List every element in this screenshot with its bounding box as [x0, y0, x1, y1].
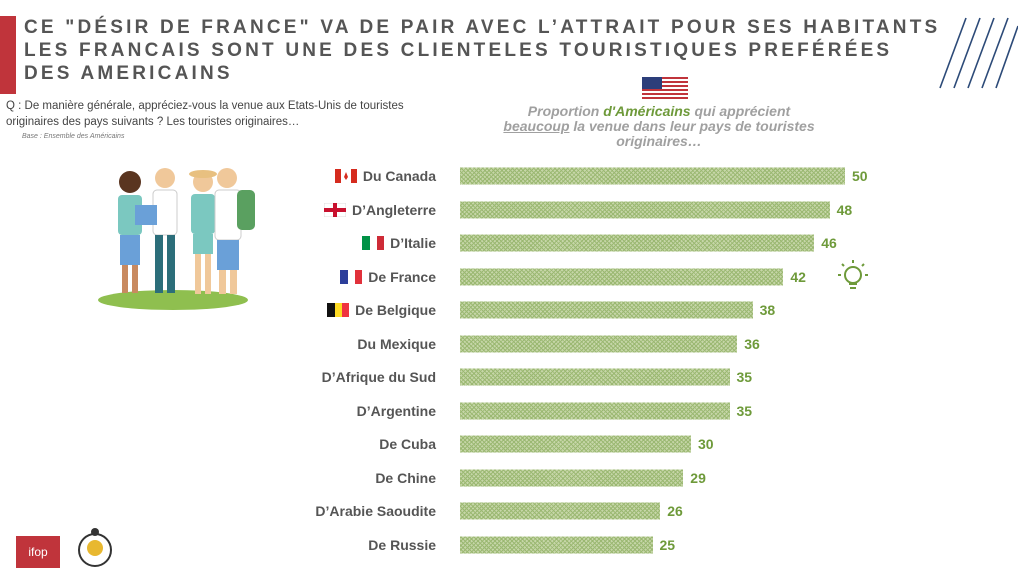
data-label: 35 — [736, 402, 753, 419]
category-text: Du Mexique — [357, 335, 436, 352]
data-label: 30 — [698, 436, 714, 452]
category-text: D’Italie — [390, 235, 436, 251]
france-flag-icon — [340, 269, 363, 284]
bar — [460, 469, 684, 486]
partner-logo — [78, 528, 112, 567]
ifop-logo: ifop — [16, 536, 60, 568]
category-label: D’Afrique du Sud — [322, 369, 436, 385]
data-label: 25 — [659, 536, 676, 553]
category-text: De France — [368, 268, 436, 285]
title-line-2: LES FRANCAIS SONT UNE DES CLIENTELES TOU… — [24, 40, 893, 61]
category-text: De Russie — [368, 536, 436, 553]
data-label: 35 — [736, 369, 753, 385]
belgium-flag-icon — [327, 303, 350, 317]
bar — [460, 502, 661, 520]
category-text: D’Argentine — [356, 402, 436, 419]
bar — [460, 368, 730, 386]
decorative-slashes-icon — [939, 17, 1018, 89]
bar — [460, 268, 784, 285]
category-label: D’Italie — [362, 235, 436, 251]
page-title: CE "DÉSIR DE FRANCE" VA DE PAIR AVEC L’A… — [24, 16, 940, 85]
accent-bar — [0, 16, 16, 94]
category-label: De Belgique — [327, 302, 436, 318]
category-text: D’Arabie Saoudite — [315, 503, 436, 519]
italy-flag-icon — [362, 236, 385, 250]
bar — [460, 536, 653, 553]
us-flag-icon — [642, 77, 688, 101]
lightbulb-icon — [838, 260, 868, 289]
category-label: D’Angleterre — [323, 201, 436, 218]
data-label: 26 — [667, 503, 683, 519]
question-text: Q : De manière générale, appréciez-vous … — [6, 100, 404, 128]
category-text: Du Canada — [362, 168, 436, 184]
category-label: Du Mexique — [357, 336, 436, 352]
bar — [460, 335, 738, 352]
category-text: D’Afrique du Sud — [321, 369, 436, 385]
bar — [460, 301, 753, 319]
data-label: 46 — [821, 235, 837, 251]
title-line-1: CE "DÉSIR DE FRANCE" VA DE PAIR AVEC L’A… — [24, 17, 941, 38]
category-label: De Russie — [368, 537, 436, 553]
category-text: De Cuba — [379, 436, 436, 452]
title-line-3: DES AMERICAINS — [24, 63, 233, 84]
data-label: 48 — [836, 201, 853, 218]
bar — [460, 234, 815, 252]
category-label: D’Arabie Saoudite — [315, 503, 436, 519]
category-label: De Chine — [375, 470, 436, 486]
bar — [460, 402, 730, 419]
category-label: Du Canada — [334, 168, 436, 184]
category-text: D’Angleterre — [351, 201, 436, 218]
bar — [460, 167, 845, 185]
category-label: De Cuba — [379, 436, 436, 452]
england-flag-icon — [323, 202, 346, 217]
category-label: De France — [340, 269, 436, 285]
category-text: De Chine — [375, 469, 436, 486]
category-label: D’Argentine — [357, 403, 436, 419]
data-label: 29 — [690, 469, 706, 486]
data-label: 42 — [790, 268, 806, 285]
base-note: Base : Ensemble des Américains — [22, 133, 125, 140]
data-label: 50 — [852, 168, 868, 184]
category-text: De Belgique — [355, 302, 436, 318]
chart-subtitle: Proportion d'Américains qui apprécient b… — [503, 103, 815, 149]
data-label: 38 — [759, 302, 776, 318]
tourists-illustration — [98, 168, 255, 310]
canada-flag-icon — [334, 169, 357, 183]
bar — [460, 435, 691, 453]
bar — [460, 201, 830, 218]
data-label: 36 — [744, 335, 760, 352]
